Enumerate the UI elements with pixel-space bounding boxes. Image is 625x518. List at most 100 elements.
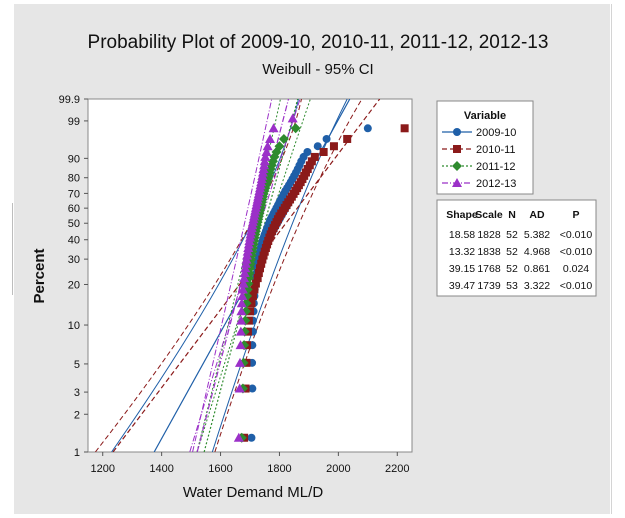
data-point [236,315,247,325]
data-point [268,123,279,133]
window-edge-stub [0,203,13,295]
y-tick-label: 5 [74,359,80,371]
legend-entry: 2012-13 [476,178,516,190]
table-cell: 1768 [477,263,501,275]
data-point [239,268,250,278]
table-cell: 3.322 [524,280,550,292]
x-tick-label: 1200 [90,463,114,475]
legend-title: Variable [464,110,506,122]
data-point [343,134,352,143]
y-tick-label: 2 [74,409,80,421]
y-tick-label: 10 [68,320,80,332]
y-tick-label: 50 [68,218,80,230]
window-edge-rule [611,4,612,514]
y-tick-label: 90 [68,153,80,165]
data-point [233,432,244,442]
x-tick-label: 1800 [267,463,291,475]
ci-upper-2009-10 [211,99,348,452]
data-point [260,151,271,161]
chart-subtitle: Weibull - 95% CI [262,61,373,78]
table-cell: <0.010 [560,280,593,292]
data-point [258,255,267,264]
data-point [248,384,257,393]
x-tick-label: 1400 [149,463,173,475]
data-point [287,113,298,123]
table-cell: 52 [506,263,518,275]
ci-lower-2012-13 [192,99,273,452]
table-cell: <0.010 [560,229,593,241]
data-point [262,141,273,151]
table-cell: 5.382 [524,229,550,241]
data-point [256,264,265,273]
legend-marker [453,145,461,153]
data-point [247,433,256,442]
table-cell: 1838 [477,246,501,258]
table-cell: 13.32 [449,246,475,258]
series-2012-13 [233,113,298,442]
data-point [363,124,372,133]
legend-marker [452,178,462,187]
data-point [235,326,246,336]
data-point [254,269,263,278]
data-point [303,148,312,157]
y-tick-label: 20 [68,279,80,291]
fit-line-2012-13 [196,99,290,452]
table-cell: 0.861 [524,263,550,275]
y-tick-label: 70 [68,188,80,200]
table-cell: 0.024 [563,263,589,275]
x-tick-label: 2200 [385,463,409,475]
data-point [238,278,249,288]
y-axis-label: Percent [31,248,48,303]
data-point [236,298,247,308]
legend-entry: 2009-10 [476,127,516,139]
y-tick-label: 40 [68,235,80,247]
data-point [237,284,248,294]
data-point [251,279,260,288]
table-cell: 39.47 [449,280,475,292]
y-tick-label: 30 [68,254,80,266]
data-point [247,299,256,308]
data-point [274,141,285,152]
legend-entry: 2010-11 [476,144,516,156]
legend-marker [452,161,462,171]
table-header: Scale [475,209,503,221]
data-point [236,306,247,316]
data-point [261,147,272,157]
data-point [253,274,262,283]
data-point [319,148,328,157]
table-cell: 52 [506,229,518,241]
table-cell: 39.15 [449,263,475,275]
data-point [322,134,331,143]
x-axis-label: Water Demand ML/D [183,484,323,501]
table-cell: 4.968 [524,246,550,258]
stats-table-box [436,199,597,297]
data-point [237,290,248,300]
legend-entry: 2011-12 [476,161,516,173]
ci-lower-2010-11 [94,99,302,452]
data-point [290,123,301,134]
data-point [250,285,259,294]
fit-line-2011-12 [203,99,299,452]
data-point [310,152,319,161]
data-point [257,259,266,268]
data-point [234,357,245,367]
data-point [329,142,338,151]
data-point [278,133,289,144]
data-point [234,383,245,393]
legend-marker [453,128,461,136]
fit-line-2010-11 [112,99,381,452]
table-header: P [572,209,579,221]
y-tick-label: 99.9 [59,94,80,106]
y-tick-label: 1 [74,447,80,459]
table-cell: 53 [506,280,518,292]
table-header: N [508,209,516,221]
data-point [239,273,250,283]
table-cell: 18.58 [449,229,475,241]
x-tick-label: 2000 [326,463,350,475]
table-header: AD [529,209,545,221]
table-cell: 1828 [477,229,501,241]
x-tick-label: 1600 [208,463,232,475]
table-header: Shape [446,209,478,221]
table-cell: 52 [506,246,518,258]
